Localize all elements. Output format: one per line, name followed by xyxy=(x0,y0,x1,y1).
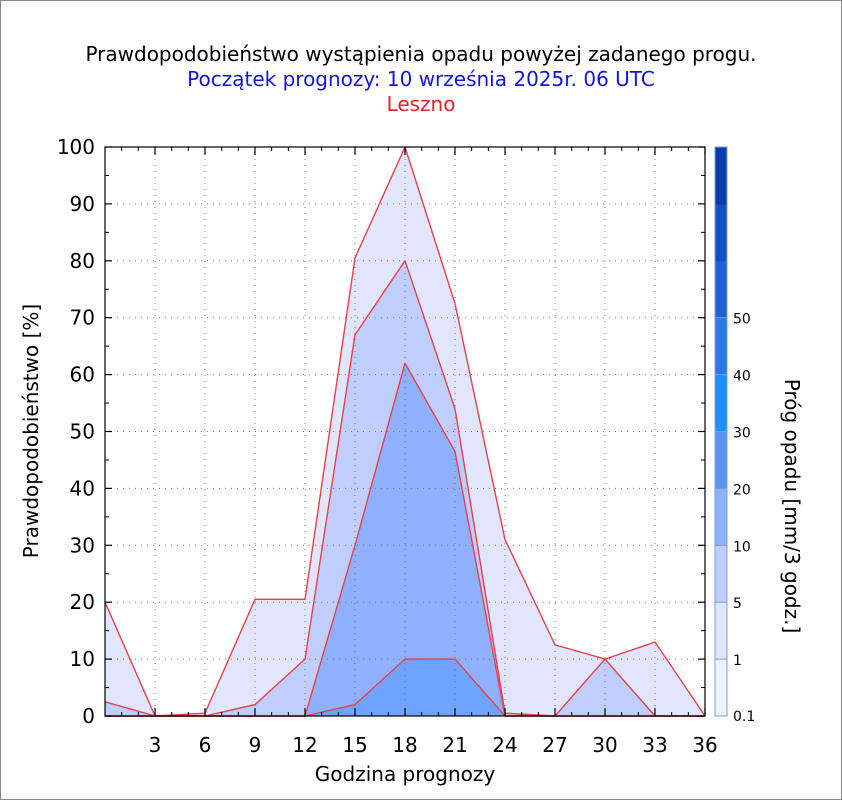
x-tick-label: 21 xyxy=(442,733,467,757)
colorbar-tick-label: 30 xyxy=(733,426,751,442)
chart-subtitle: Początek prognozy: 10 września 2025r. 06… xyxy=(187,67,655,91)
colorbar-segment xyxy=(715,659,727,717)
y-tick-label: 30 xyxy=(70,533,95,557)
y-tick-label: 50 xyxy=(70,420,95,444)
chart-title: Prawdopodobieństwo wystąpienia opadu pow… xyxy=(85,42,757,66)
x-tick-label: 6 xyxy=(199,733,212,757)
y-tick-label: 70 xyxy=(70,306,95,330)
x-tick-label: 30 xyxy=(592,733,617,757)
y-axis-label: Prawdopodobieństwo [%] xyxy=(19,304,43,558)
x-tick-label: 18 xyxy=(392,733,417,757)
colorbar-tick-label: 5 xyxy=(733,596,742,612)
colorbar-segment xyxy=(715,260,727,319)
x-tick-label: 24 xyxy=(492,733,517,757)
colorbar-tick-label: 0.1 xyxy=(733,709,755,725)
colorbar-tick-label: 50 xyxy=(733,312,751,328)
y-tick-label: 60 xyxy=(70,363,95,387)
colorbar-segment xyxy=(715,431,727,489)
colorbar-segment xyxy=(715,374,727,432)
colorbar: 0.1 1 5 10 20 30 40 50 xyxy=(714,146,755,725)
y-tick-label: 100 xyxy=(57,135,95,159)
colorbar-segment xyxy=(715,317,727,376)
colorbar-label: Próg opadu [mm/3 godz.] xyxy=(780,379,804,634)
x-tick-label: 27 xyxy=(542,733,567,757)
y-tick-label: 10 xyxy=(70,647,95,671)
colorbar-segment xyxy=(715,488,727,546)
y-tick-label: 20 xyxy=(70,590,95,614)
colorbar-segment xyxy=(715,147,727,205)
colorbar-segment xyxy=(715,602,727,660)
y-tick-label: 40 xyxy=(70,476,95,500)
x-tick-label: 12 xyxy=(292,733,317,757)
x-tick-label: 33 xyxy=(642,733,667,757)
y-tick-label: 0 xyxy=(82,704,95,728)
colorbar-tick-label: 20 xyxy=(733,482,751,498)
chart-location: Leszno xyxy=(386,92,456,116)
chart-grid xyxy=(105,147,705,716)
area-threshold-5 xyxy=(105,363,705,716)
x-tick-label: 9 xyxy=(249,733,262,757)
x-tick-label: 36 xyxy=(692,733,717,757)
x-tick-label: 15 xyxy=(342,733,367,757)
x-axis-label: Godzina prognozy xyxy=(315,762,496,786)
colorbar-tick-label: 40 xyxy=(733,369,751,385)
x-tick-label: 3 xyxy=(149,733,162,757)
colorbar-segment xyxy=(715,545,727,603)
y-tick-label: 90 xyxy=(70,192,95,216)
colorbar-tick-label: 10 xyxy=(733,539,751,555)
y-tick-label: 80 xyxy=(70,249,95,273)
colorbar-segment xyxy=(715,203,727,262)
colorbar-tick-label: 1 xyxy=(733,653,742,669)
